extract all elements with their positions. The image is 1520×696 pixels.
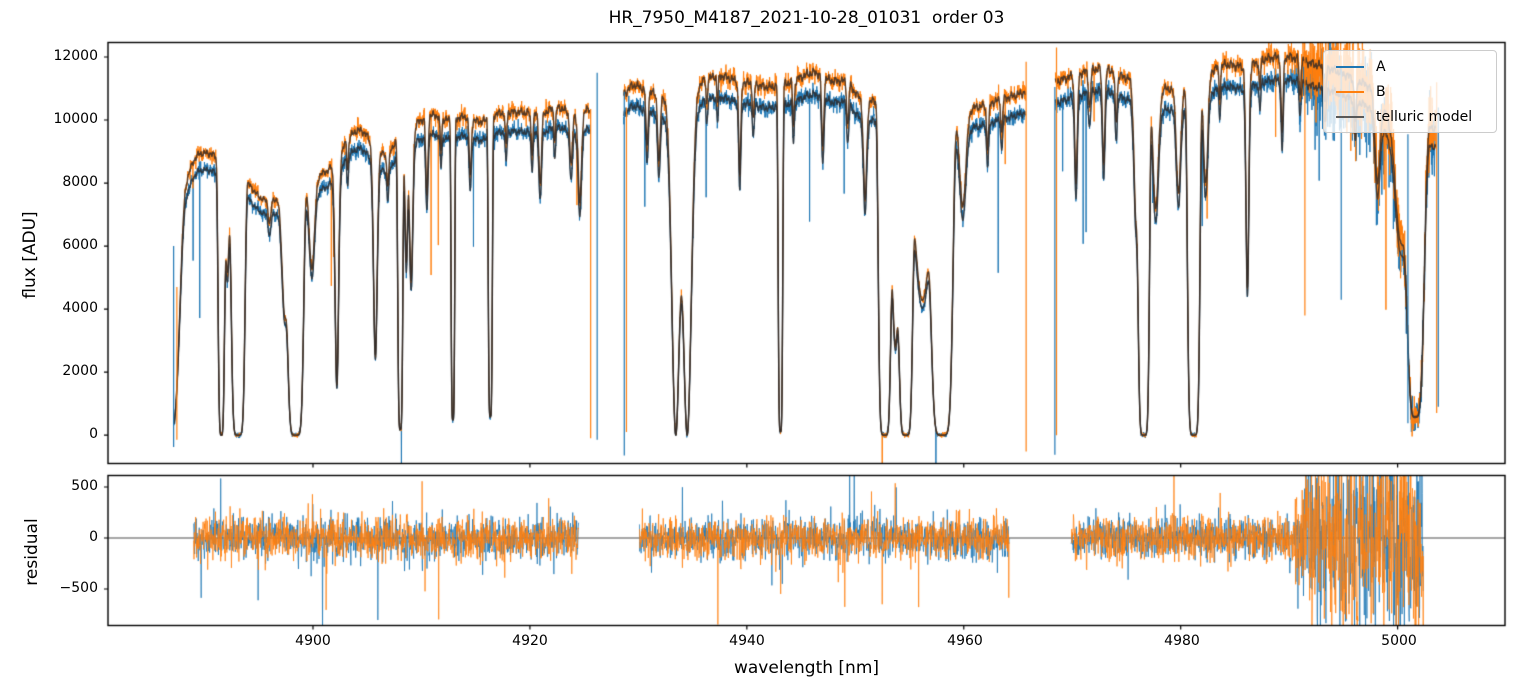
x-tick-label: 5000 (1381, 633, 1417, 649)
legend-label-model: telluric model (1376, 108, 1473, 125)
legend-entry-b: B (1324, 80, 1496, 104)
b-line-swatch (1336, 90, 1364, 93)
flux-axis-label: flux [ADU] (20, 211, 40, 299)
flux-tick-label: 10000 (53, 111, 98, 127)
plot-title: HR_7950_M4187_2021-10-28_01031 order 03 (608, 8, 1005, 28)
residual-axis-label: residual (22, 518, 42, 586)
flux-tick-label: 4000 (62, 300, 98, 316)
flux-tick-label: 6000 (62, 237, 98, 253)
residual-tick-label: −500 (59, 580, 98, 596)
x-tick-label: 4960 (947, 633, 983, 649)
legend-entry-a: A (1324, 55, 1496, 79)
flux-tick-label: 12000 (53, 48, 98, 64)
legend-label-a: A (1376, 58, 1386, 75)
flux-tick-label: 0 (89, 426, 98, 442)
x-tick-label: 4940 (729, 633, 765, 649)
residual-tick-label: 0 (89, 529, 98, 545)
residual-tick-label: 500 (71, 478, 98, 494)
a-line-swatch (1336, 65, 1364, 68)
model-line-swatch (1336, 115, 1364, 118)
x-tick-label: 4920 (512, 633, 548, 649)
x-tick-label: 4980 (1164, 633, 1200, 649)
legend: A B telluric model (1323, 50, 1497, 133)
legend-label-b: B (1376, 83, 1386, 100)
x-tick-label: 4900 (295, 633, 331, 649)
flux-tick-label: 8000 (62, 174, 98, 190)
flux-tick-label: 2000 (62, 363, 98, 379)
wavelength-axis-label: wavelength [nm] (733, 658, 880, 678)
legend-entry-model: telluric model (1324, 105, 1496, 129)
